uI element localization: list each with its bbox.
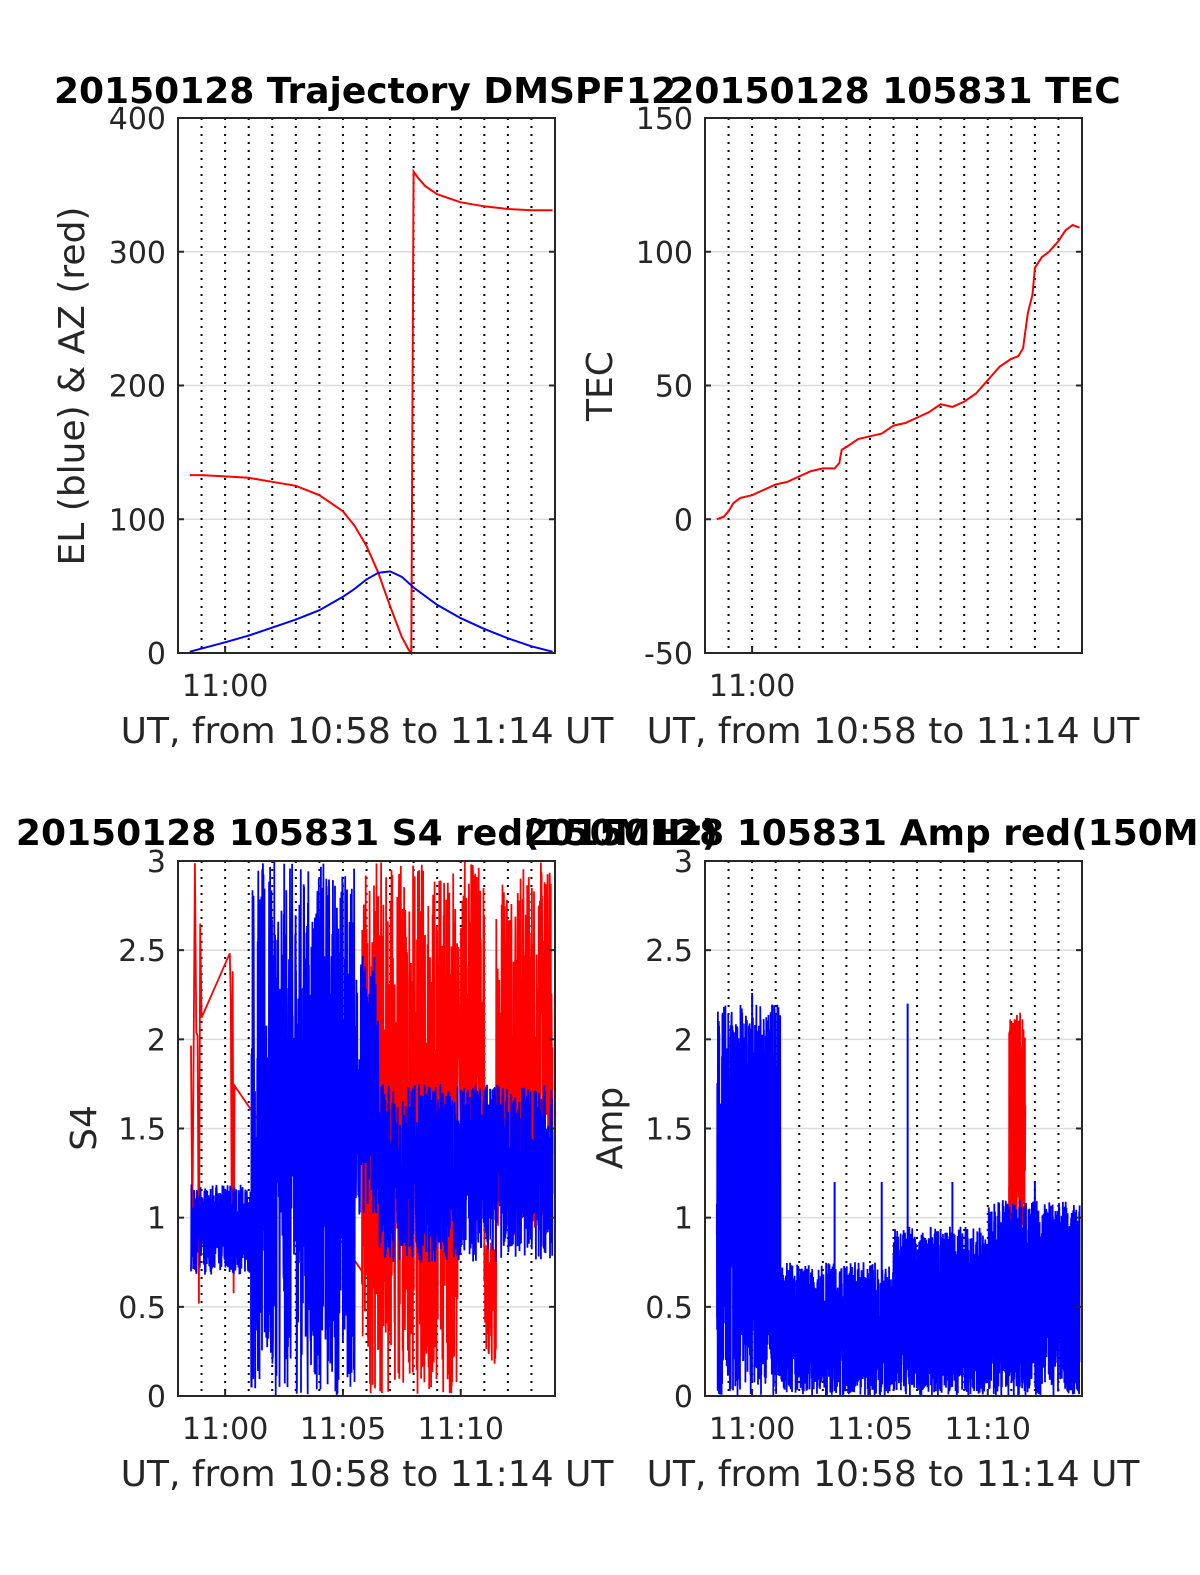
tec-plot-area: -50 0 50 100 150 11:00 bbox=[636, 102, 1083, 704]
y-tick-label: 1.5 bbox=[118, 1113, 166, 1148]
y-tick-label: 100 bbox=[109, 503, 166, 538]
x-tick-label: 11:00 bbox=[182, 1412, 268, 1447]
x-tick-label: 11:10 bbox=[945, 1412, 1031, 1447]
y-tick-label: 3 bbox=[147, 845, 166, 880]
y-tick-label: 50 bbox=[655, 370, 693, 405]
y-tick-label: 3 bbox=[674, 845, 693, 880]
trajectory-plot-area: 0 100 200 300 400 11:00 bbox=[109, 102, 556, 704]
trajectory-title: 20150128 Trajectory DMSPF12 bbox=[54, 71, 676, 112]
y-tick-label: 0 bbox=[674, 503, 693, 538]
trajectory-y-label: EL (blue) & AZ (red) bbox=[52, 207, 93, 566]
y-tick-label: 2 bbox=[147, 1023, 166, 1058]
tec-panel: 20150128 105831 TEC -50 0 50 100 150 11:00 UT… bbox=[580, 71, 1140, 752]
y-tick-label: 2.5 bbox=[118, 934, 166, 969]
y-tick-label: 200 bbox=[109, 370, 166, 405]
series-line-red bbox=[190, 861, 554, 1394]
x-tick-label: 11:05 bbox=[827, 1412, 913, 1447]
series-line-red bbox=[716, 223, 1080, 521]
amp-x-label: UT, from 10:58 to 11:14 UT bbox=[647, 1454, 1141, 1495]
trajectory-x-label: UT, from 10:58 to 11:14 UT bbox=[121, 711, 615, 752]
trajectory-panel: 20150128 Trajectory DMSPF12 0 100 200 300 40… bbox=[52, 71, 676, 752]
s4-plot-area: 0 0.5 1 1.5 2 2.5 3 11:00 11:05 11:10 bbox=[118, 845, 556, 1447]
tec-y-label: TEC bbox=[580, 351, 621, 422]
y-tick-label: 150 bbox=[636, 102, 693, 137]
y-tick-label: 0.5 bbox=[118, 1291, 166, 1326]
s4-y-label: S4 bbox=[64, 1105, 105, 1151]
x-tick-label: 11:00 bbox=[709, 1412, 795, 1447]
s4-x-label: UT, from 10:58 to 11:14 UT bbox=[121, 1454, 615, 1495]
y-tick-label: 1.5 bbox=[645, 1113, 693, 1148]
y-tick-label: 0 bbox=[674, 1380, 693, 1415]
series-line-blue bbox=[715, 1004, 1081, 1396]
series-line-red bbox=[189, 168, 553, 656]
x-tick-label: 11:05 bbox=[300, 1412, 386, 1447]
x-tick-label: 11:00 bbox=[709, 669, 795, 704]
series-line-red bbox=[1008, 1012, 1027, 1253]
amp-panel: 20150128 105831 Amp red(150MHz) 0 0.5 1 1.5… bbox=[524, 813, 1200, 1495]
y-tick-label: 400 bbox=[109, 102, 166, 137]
amp-plot-area: 0 0.5 1 1.5 2 2.5 3 11:00 11:05 11:10 bbox=[645, 845, 1083, 1447]
x-tick-label: 11:10 bbox=[418, 1412, 504, 1447]
y-tick-label: 100 bbox=[636, 236, 693, 271]
amp-y-label: Amp bbox=[590, 1087, 631, 1170]
tec-title: 20150128 105831 TEC bbox=[669, 71, 1120, 112]
tec-x-label: UT, from 10:58 to 11:14 UT bbox=[647, 711, 1141, 752]
y-tick-label: 0.5 bbox=[645, 1291, 693, 1326]
y-tick-label: 2.5 bbox=[645, 934, 693, 969]
y-tick-label: 1 bbox=[147, 1202, 166, 1237]
y-tick-label: 300 bbox=[109, 236, 166, 271]
s4-panel: 20150128 105831 S4 red(150MHz) 0 0.5 1 1.5 2… bbox=[16, 813, 718, 1495]
y-tick-label: 1 bbox=[674, 1202, 693, 1237]
y-tick-label: -50 bbox=[644, 637, 693, 672]
series-line-blue bbox=[190, 861, 554, 1396]
series-line-blue bbox=[189, 570, 553, 653]
s4-title: 20150128 105831 S4 red(150MHz) bbox=[16, 813, 718, 854]
x-tick-label: 11:00 bbox=[182, 669, 268, 704]
y-tick-label: 0 bbox=[147, 637, 166, 672]
y-tick-label: 2 bbox=[674, 1023, 693, 1058]
amp-title: 20150128 105831 Amp red(150MHz) bbox=[524, 813, 1200, 854]
y-tick-label: 0 bbox=[147, 1380, 166, 1415]
